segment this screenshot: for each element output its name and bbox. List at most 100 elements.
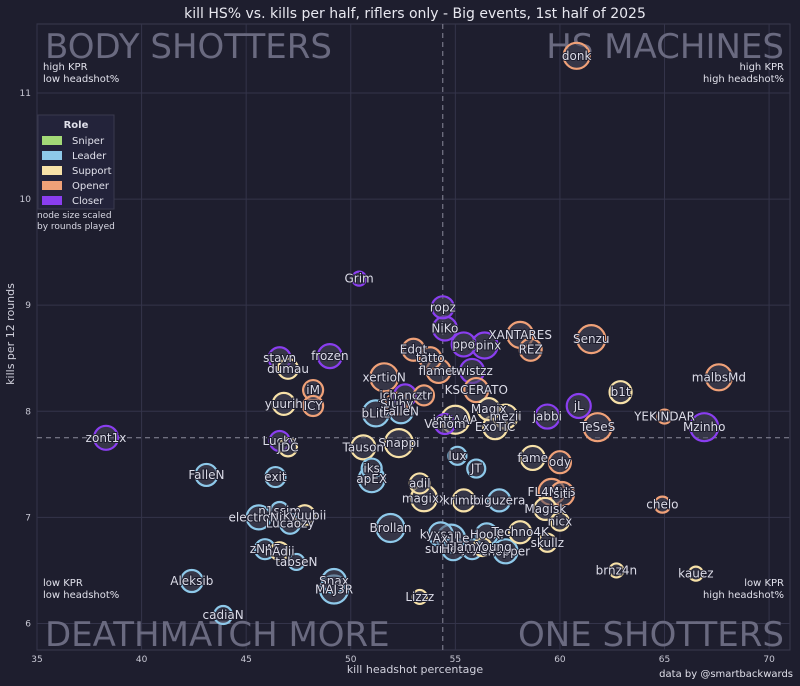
point-label-lux: lux <box>448 449 466 463</box>
legend-swatch-support <box>42 166 62 175</box>
point-Tauson <box>350 434 377 461</box>
point-siti <box>548 480 576 508</box>
point-Magix <box>476 397 501 422</box>
legend-swatch-closer <box>42 196 62 205</box>
point-lux <box>447 445 468 466</box>
legend-title: Role <box>64 120 89 131</box>
point-label-siti: siti <box>553 487 571 501</box>
point-label-yuurih: yuurih <box>265 397 303 411</box>
point-label-Snax: Snax <box>319 574 349 588</box>
legend-label-opener: Opener <box>72 181 110 192</box>
point-label-KSCERATO: KSCERATO <box>445 383 508 397</box>
point-Techno4K <box>508 520 533 545</box>
point-Mzinho <box>689 412 720 443</box>
point-chopper <box>492 538 519 565</box>
point-KSCERATO <box>463 376 490 404</box>
y-axis-label: kills per 12 rounds <box>4 283 17 385</box>
point-label-b1t: b1t <box>611 385 631 399</box>
point-label-brnz4n: brnz4n <box>596 563 637 577</box>
point-label-MAJ3R: MAJ3R <box>315 583 353 597</box>
point-ody <box>547 450 573 475</box>
point-Lizzz <box>411 588 428 606</box>
point-skullz <box>537 532 558 553</box>
point-label-Techno4K: Techno4K <box>491 525 550 539</box>
x-tick-label: 40 <box>136 655 148 665</box>
point-Venom <box>433 412 456 436</box>
legend-swatch-leader <box>42 151 62 160</box>
x-tick-label: 65 <box>659 655 670 665</box>
point-label-nicx: nicx <box>548 515 573 529</box>
point-label-jottAAA: jottAAA <box>432 413 479 427</box>
point-Aleksib <box>179 568 204 594</box>
point-FalleN2 <box>194 462 219 488</box>
point-label-mezii: mezii <box>490 410 522 424</box>
point-label-Brollan: Brollan <box>370 521 412 535</box>
legend-label-support: Support <box>72 166 112 177</box>
quadrant-sub-hs: high headshot% <box>703 74 784 85</box>
point-YEKINDAR <box>656 408 673 425</box>
point-label-fame: fame <box>517 451 548 465</box>
point-tabseN <box>287 552 306 572</box>
point-REZ <box>518 337 543 362</box>
chart-title: kill HS% vs. kills per half, riflers onl… <box>184 6 646 22</box>
grid <box>36 23 791 651</box>
y-tick-label: 11 <box>20 89 31 99</box>
point-brnz4n <box>608 562 625 579</box>
point-label-jL: jL <box>573 399 584 413</box>
quadrant-sub-kpr: low KPR <box>43 578 83 589</box>
point-label-ExoTiC: ExoTiC <box>475 420 515 434</box>
point-label-Magisk: Magisk <box>524 502 566 516</box>
point-label-JDC: JDC <box>276 440 298 454</box>
point-label-JamYoung: JamYoung <box>452 540 512 554</box>
point-ztr <box>412 384 436 407</box>
point-electroNic <box>245 504 272 531</box>
point-label-ropz: ropz <box>430 300 456 314</box>
point-chelo <box>653 495 672 514</box>
point-label-donk: donk <box>562 49 592 63</box>
point-label-xertioN: xertioN <box>363 370 406 384</box>
point-n1ssim <box>269 500 290 522</box>
point-label-Ax1Le: Ax1Le <box>433 532 470 546</box>
point-label-apEX: apEX <box>356 472 387 486</box>
point-label-Lucaozy: Lucaozy <box>266 517 315 531</box>
x-tick-label: 50 <box>345 655 357 665</box>
point-TeSeS <box>582 412 613 443</box>
point-label-kyuubii: kyuubii <box>283 508 326 522</box>
point-label-tatto: tatto <box>416 351 445 365</box>
point-JamYoung <box>472 536 493 558</box>
point-label-biguzera: biguzera <box>473 493 525 507</box>
quadrant-title: BODY SHOTTERS <box>45 27 332 67</box>
point-label-Lizzz: Lizzz <box>405 590 434 604</box>
legend-box <box>37 114 115 210</box>
point-label-iks: iks <box>363 462 380 476</box>
point-iks <box>360 457 383 480</box>
point-label-Tauson: Tauson <box>342 440 385 454</box>
quadrant-sub-kpr: high KPR <box>43 62 88 73</box>
point-aliStair <box>408 472 431 495</box>
legend-note-2: by rounds played <box>37 222 115 232</box>
point-jabbi <box>534 403 561 430</box>
point-label-FalleN2: FalleN <box>188 468 224 482</box>
point-label-exit: exit <box>264 470 287 484</box>
x-tick-label: 70 <box>763 655 775 665</box>
legend-swatch-sniper <box>42 136 62 145</box>
point-ICY <box>302 394 325 418</box>
point-ropz <box>430 295 455 320</box>
point-label-Mzinho: Mzinho <box>683 420 726 434</box>
point-label-Grim: Grim <box>344 272 373 286</box>
y-tick-label: 9 <box>25 301 31 311</box>
point-Magisk <box>533 496 558 521</box>
point-label-twistzz: twistzz <box>451 364 492 378</box>
point-tatto <box>418 346 443 371</box>
point-label-cadiaN: cadiaN <box>203 608 244 622</box>
point-dumau <box>276 357 300 380</box>
point-label-JT: JT <box>470 462 483 476</box>
point-label-XANTARES: XANTARES <box>488 328 552 342</box>
point-label-Senzu: Senzu <box>573 332 610 346</box>
point-label-iM: iM <box>306 383 320 397</box>
point-label-jchancer: jchancer <box>378 388 430 402</box>
point-label-HeavyGod: HeavyGod <box>441 542 503 556</box>
point-exit <box>264 465 287 489</box>
point-label-electroNic: electroNic <box>229 510 289 524</box>
